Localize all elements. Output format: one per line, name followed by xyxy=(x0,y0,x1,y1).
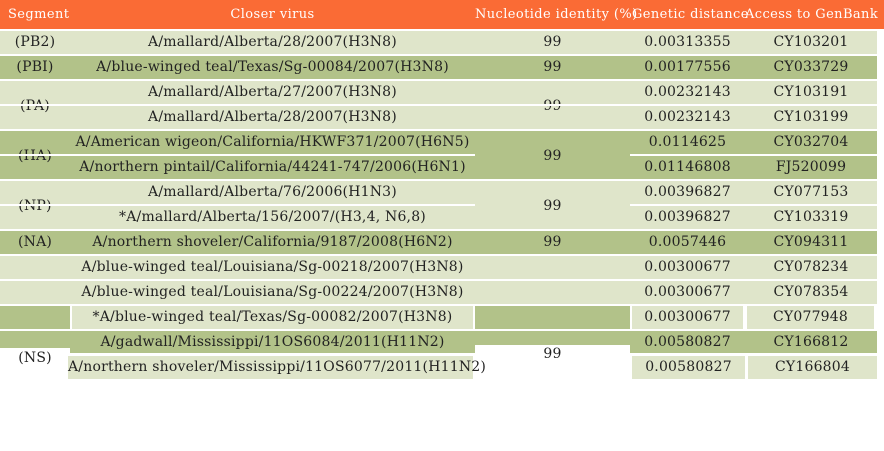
distance-cell: 0.00232143 xyxy=(644,84,731,100)
distance-cell: 0.00396827 xyxy=(644,184,731,200)
segment-cell: (PBI) xyxy=(16,59,54,75)
genbank-cell: CY078234 xyxy=(773,259,849,275)
virus-cell: A/blue-winged teal/Louisiana/Sg-00218/20… xyxy=(81,259,464,275)
row-separator-line xyxy=(0,104,877,106)
genbank-cell: CY166812 xyxy=(773,334,849,350)
genbank-cell: CY077948 xyxy=(747,306,874,329)
virus-cell: A/mallard/Alberta/76/2006(H1N3) xyxy=(148,184,397,200)
distance-cell: 0.01146808 xyxy=(644,159,731,175)
column-header-genetic-distance: Genetic distance xyxy=(632,7,749,22)
identity-cell: 99 xyxy=(543,34,562,50)
table-row: A/mallard/Alberta/27/2007(H3N8) 0.002321… xyxy=(0,81,877,104)
merged-cell-patch xyxy=(475,345,630,356)
table-row: A/gadwall/Mississippi/11OS6084/2011(H11N… xyxy=(0,331,877,353)
virus-cell: A/blue-winged teal/Texas/Sg-00084/2007(H… xyxy=(96,59,449,75)
genbank-cell: CY166804 xyxy=(748,356,877,379)
table-row: A/blue-winged teal/Louisiana/Sg-00218/20… xyxy=(0,256,877,279)
genbank-cell: CY094311 xyxy=(773,234,849,250)
virus-cell: *A/mallard/Alberta/156/2007/(H3,4, N6,8) xyxy=(119,209,426,225)
merged-cell-patch xyxy=(0,348,70,356)
genbank-cell: CY077153 xyxy=(773,184,849,200)
genbank-cell: CY103191 xyxy=(773,84,849,100)
merged-identity-value-ha: 99 xyxy=(543,148,562,164)
genbank-cell: CY033729 xyxy=(773,59,849,75)
distance-cell: 0.0057446 xyxy=(648,234,727,250)
genbank-cell: CY078354 xyxy=(773,284,849,300)
distance-cell: 0.00313355 xyxy=(644,34,731,50)
table-row: A/mallard/Alberta/28/2007(H3N8) 0.002321… xyxy=(0,106,877,129)
distance-cell: 0.00232143 xyxy=(644,109,731,125)
table-row: (NA) A/northern shoveler/California/9187… xyxy=(0,231,877,254)
genbank-cell: FJ520099 xyxy=(775,159,847,175)
merged-segment-label-pa: (PA) xyxy=(20,98,50,114)
segment-cell: (NA) xyxy=(17,234,53,250)
distance-cell: 0.00300677 xyxy=(632,306,743,329)
virus-cell: A/northern pintail/California/44241-747/… xyxy=(79,159,466,175)
genbank-cell: CY103319 xyxy=(773,209,849,225)
merged-segment-label-np: (NP) xyxy=(18,198,52,214)
distance-cell: 0.00580827 xyxy=(644,334,731,350)
virus-cell: A/blue-winged teal/Louisiana/Sg-00224/20… xyxy=(81,284,464,300)
merged-cell-patch xyxy=(475,152,630,158)
merged-identity-value-pa: 99 xyxy=(543,98,562,114)
row-separator-line xyxy=(0,154,473,156)
table-row: A/American wigeon/California/HKWF371/200… xyxy=(0,131,877,154)
column-header-nucleotide-identity: Nucleotide identity (%) xyxy=(475,7,638,22)
distance-cell: 0.00300677 xyxy=(644,259,731,275)
virus-cell: A/American wigeon/California/HKWF371/200… xyxy=(75,134,470,150)
merged-identity-value-np: 99 xyxy=(543,198,562,214)
table-row: A/northern shoveler/Mississippi/11OS6077… xyxy=(0,356,877,379)
table-row: *A/mallard/Alberta/156/2007/(H3,4, N6,8)… xyxy=(0,206,877,229)
identity-cell: 99 xyxy=(543,59,562,75)
segment-cell: (PB2) xyxy=(14,34,56,50)
column-header-genbank: Access to GenBank xyxy=(745,7,879,22)
row-separator-line xyxy=(0,204,473,206)
identity-cell xyxy=(475,306,630,329)
column-header-segment: Segment xyxy=(8,7,70,22)
table-row: A/mallard/Alberta/76/2006(H1N3) 0.003968… xyxy=(0,181,877,204)
merged-segment-label-ha: (HA) xyxy=(17,148,53,164)
genbank-cell: CY103199 xyxy=(773,109,849,125)
distance-cell: 0.00177556 xyxy=(644,59,731,75)
merged-segment-label-ns: (NS) xyxy=(18,350,52,366)
column-header-closer-virus: Closer virus xyxy=(230,7,315,22)
distance-cell: 0.0114625 xyxy=(648,134,727,150)
table-row: (PB2) A/mallard/Alberta/28/2007(H3N8) 99… xyxy=(0,31,877,54)
distance-cell: 0.00580827 xyxy=(632,356,745,379)
table-row: (PBI) A/blue-winged teal/Texas/Sg-00084/… xyxy=(0,56,877,79)
table-row: A/blue-winged teal/Louisiana/Sg-00224/20… xyxy=(0,281,877,304)
distance-cell: 0.00396827 xyxy=(644,209,731,225)
table-row: A/northern pintail/California/44241-747/… xyxy=(0,156,877,179)
virus-cell: A/mallard/Alberta/28/2007(H3N8) xyxy=(148,34,397,50)
genbank-cell: CY103201 xyxy=(773,34,849,50)
identity-cell: 99 xyxy=(543,234,562,250)
genbank-cell: CY032704 xyxy=(773,134,849,150)
table-header-row: Segment Closer virus Nucleotide identity… xyxy=(0,0,884,29)
virus-comparison-table: Segment Closer virus Nucleotide identity… xyxy=(0,0,884,379)
merged-identity-value-ns: 99 xyxy=(543,346,562,362)
virus-cell: A/northern shoveler/California/9187/2008… xyxy=(92,234,453,250)
virus-cell: A/mallard/Alberta/28/2007(H3N8) xyxy=(148,109,397,125)
virus-cell: A/mallard/Alberta/27/2007(H3N8) xyxy=(148,84,397,100)
virus-cell: *A/blue-winged teal/Texas/Sg-00082/2007(… xyxy=(72,306,473,329)
merged-cell-patch xyxy=(475,202,630,208)
table-row: *A/blue-winged teal/Texas/Sg-00082/2007(… xyxy=(0,306,877,329)
virus-cell: A/gadwall/Mississippi/11OS6084/2011(H11N… xyxy=(100,334,445,350)
distance-cell: 0.00300677 xyxy=(644,284,731,300)
segment-cell xyxy=(0,306,70,329)
virus-cell: A/northern shoveler/Mississippi/11OS6077… xyxy=(68,356,486,379)
